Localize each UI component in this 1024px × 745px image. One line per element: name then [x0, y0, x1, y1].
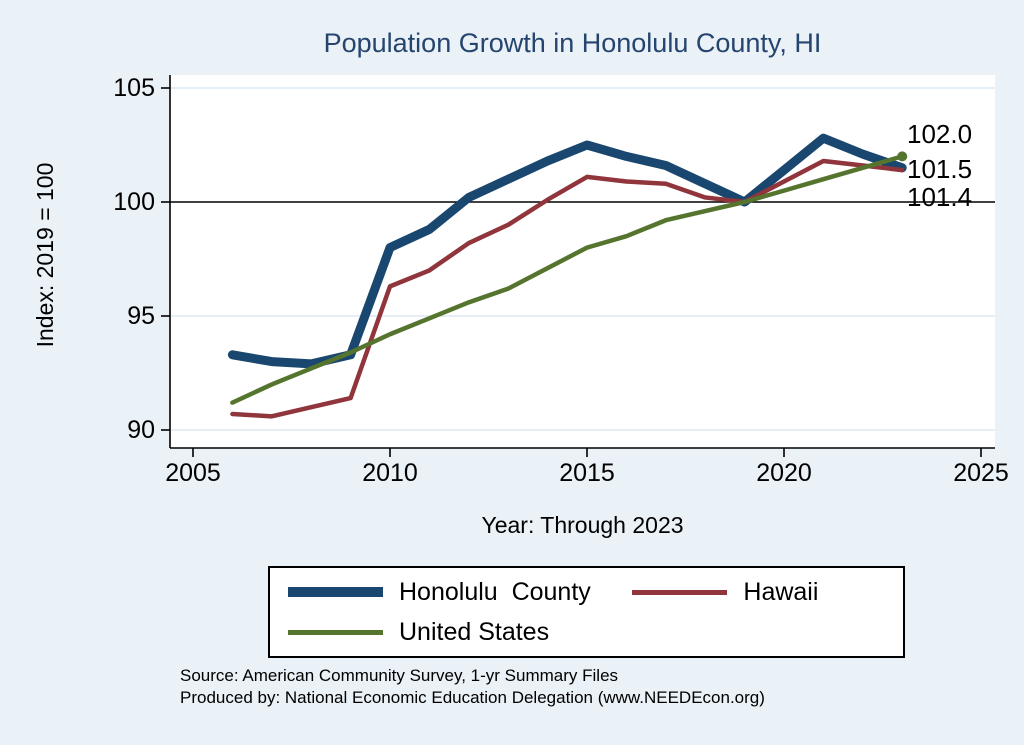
legend-label-united-states: United States [399, 617, 550, 646]
produced-note: Produced by: National Economic Education… [180, 688, 765, 707]
end-label-hawaii: 101.4 [907, 182, 973, 212]
united-states-line-swatch [288, 629, 383, 635]
x-tick-label: 2020 [756, 459, 812, 487]
x-tick-label: 2010 [362, 459, 418, 487]
legend-item-hawaii: Hawaii [632, 578, 903, 607]
legend-label-hawaii: Hawaii [743, 577, 819, 606]
y-tick-label: 90 [127, 416, 155, 444]
legend-item-honolulu-county: Honolulu County [288, 578, 632, 607]
honolulu-county-line-swatch [288, 587, 383, 597]
x-axis-title: Year: Through 2023 [481, 512, 684, 538]
y-tick-label: 95 [127, 302, 155, 330]
x-tick-label: 2015 [559, 459, 615, 487]
legend-label-honolulu-county: Honolulu County [399, 577, 591, 606]
legend-item-united-states: United States [288, 618, 632, 647]
x-tick-label: 2025 [953, 459, 1009, 487]
x-tick-label: 2005 [165, 459, 221, 487]
hawaii-line-swatch [632, 589, 728, 595]
y-tick-label: 100 [113, 188, 155, 216]
end-label-united-states: 102.0 [907, 119, 973, 149]
legend: Honolulu County Hawaii United States [268, 566, 905, 658]
source-note: Source: American Community Survey, 1-yr … [180, 666, 619, 685]
chart-title: Population Growth in Honolulu County, HI [323, 28, 822, 58]
y-tick-label: 105 [113, 74, 155, 102]
end-label-honolulu-county: 101.5 [907, 154, 973, 184]
